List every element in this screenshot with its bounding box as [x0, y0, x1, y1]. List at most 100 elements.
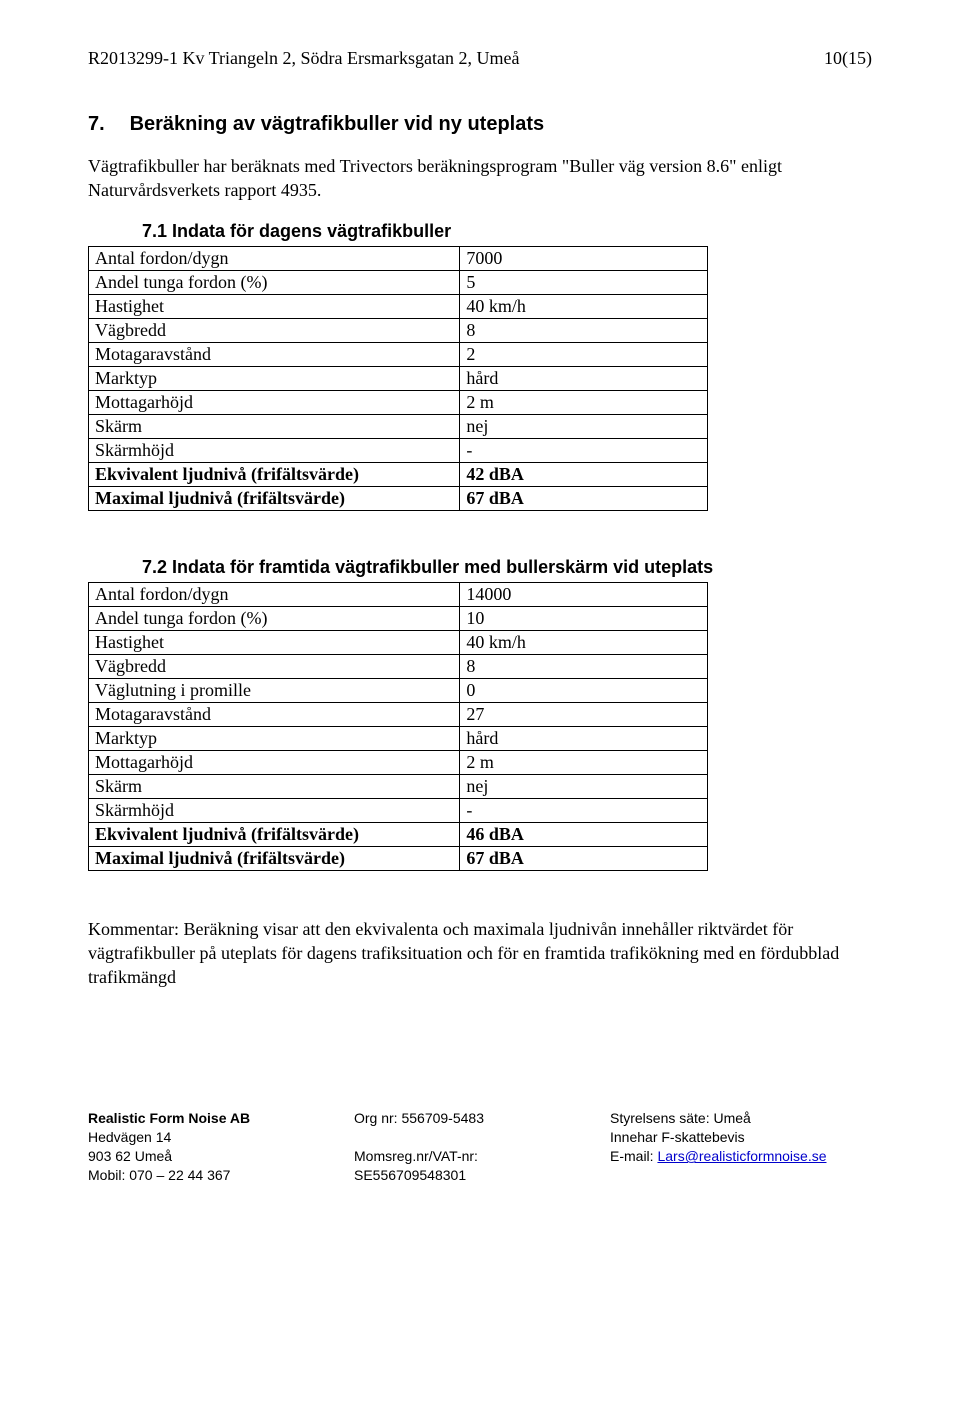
cell-label: Skärmhöjd	[89, 438, 460, 462]
table-row: Maximal ljudnivå (frifältsvärde)67 dBA	[89, 846, 708, 870]
footer-mobile: Mobil: 070 – 22 44 367	[88, 1166, 298, 1185]
cell-value: 42 dBA	[460, 462, 708, 486]
footer-col-contact: Styrelsens säte: Umeå Innehar F-skattebe…	[610, 1109, 827, 1185]
page-footer: Realistic Form Noise AB Hedvägen 14 903 …	[88, 1109, 872, 1185]
footer-email-line: E-mail: Lars@realisticformnoise.se	[610, 1147, 827, 1166]
footer-seat: Styrelsens säte: Umeå	[610, 1109, 827, 1128]
cell-value: 67 dBA	[460, 846, 708, 870]
cell-label: Vägbredd	[89, 654, 460, 678]
table-7-2: Antal fordon/dygn14000Andel tunga fordon…	[88, 582, 708, 871]
table-row: Väglutning i promille0	[89, 678, 708, 702]
footer-email-label: E-mail:	[610, 1148, 657, 1164]
footer-vat-label: Momsreg.nr/VAT-nr:	[354, 1147, 554, 1166]
cell-value: 10	[460, 606, 708, 630]
page-header: R2013299-1 Kv Triangeln 2, Södra Ersmark…	[88, 48, 872, 69]
cell-value: 5	[460, 270, 708, 294]
cell-value: 2	[460, 342, 708, 366]
cell-value: -	[460, 798, 708, 822]
cell-value: 7000	[460, 246, 708, 270]
table-row: Motagaravstånd2	[89, 342, 708, 366]
footer-company: Realistic Form Noise AB	[88, 1109, 298, 1128]
cell-value: 40 km/h	[460, 630, 708, 654]
footer-addr1: Hedvägen 14	[88, 1128, 298, 1147]
cell-label: Skärmhöjd	[89, 798, 460, 822]
cell-label: Andel tunga fordon (%)	[89, 606, 460, 630]
cell-label: Hastighet	[89, 630, 460, 654]
table-row: Hastighet40 km/h	[89, 630, 708, 654]
sub-7-2-number: 7.2	[142, 557, 167, 577]
footer-col-org: Org nr: 556709-5483 Momsreg.nr/VAT-nr: S…	[354, 1109, 554, 1185]
cell-value: 27	[460, 702, 708, 726]
cell-label: Mottagarhöjd	[89, 750, 460, 774]
footer-fskatt: Innehar F-skattebevis	[610, 1128, 827, 1147]
footer-vat: SE556709548301	[354, 1166, 554, 1185]
cell-label: Väglutning i promille	[89, 678, 460, 702]
cell-value: nej	[460, 774, 708, 798]
cell-label: Andel tunga fordon (%)	[89, 270, 460, 294]
doc-ref: R2013299-1 Kv Triangeln 2, Södra Ersmark…	[88, 48, 519, 69]
footer-org: Org nr: 556709-5483	[354, 1109, 554, 1128]
cell-label: Marktyp	[89, 366, 460, 390]
table-row: Maximal ljudnivå (frifältsvärde)67 dBA	[89, 486, 708, 510]
footer-addr2: 903 62 Umeå	[88, 1147, 298, 1166]
sub-7-2-heading: 7.2 Indata för framtida vägtrafikbuller …	[88, 557, 872, 578]
cell-label: Ekvivalent ljudnivå (frifältsvärde)	[89, 462, 460, 486]
cell-label: Antal fordon/dygn	[89, 246, 460, 270]
cell-value: 2 m	[460, 390, 708, 414]
cell-value: 40 km/h	[460, 294, 708, 318]
cell-value: 46 dBA	[460, 822, 708, 846]
footer-col-company: Realistic Form Noise AB Hedvägen 14 903 …	[88, 1109, 298, 1185]
table-7-1: Antal fordon/dygn7000Andel tunga fordon …	[88, 246, 708, 511]
table-row: Andel tunga fordon (%)10	[89, 606, 708, 630]
cell-label: Motagaravstånd	[89, 702, 460, 726]
table-row: Skärmhöjd-	[89, 438, 708, 462]
cell-value: 2 m	[460, 750, 708, 774]
table-row: Skärmnej	[89, 414, 708, 438]
section-7-title: Beräkning av vägtrafikbuller vid ny utep…	[130, 113, 545, 135]
cell-label: Hastighet	[89, 294, 460, 318]
table-row: Mottagarhöjd2 m	[89, 390, 708, 414]
cell-value: -	[460, 438, 708, 462]
cell-value: hård	[460, 726, 708, 750]
table-row: Ekvivalent ljudnivå (frifältsvärde)42 dB…	[89, 462, 708, 486]
table-row: Marktyphård	[89, 366, 708, 390]
cell-label: Skärm	[89, 774, 460, 798]
table-row: Motagaravstånd27	[89, 702, 708, 726]
table-row: Hastighet40 km/h	[89, 294, 708, 318]
cell-label: Vägbredd	[89, 318, 460, 342]
cell-value: nej	[460, 414, 708, 438]
table-row: Skärmhöjd-	[89, 798, 708, 822]
sub-7-1-number: 7.1	[142, 221, 167, 241]
table-row: Skärmnej	[89, 774, 708, 798]
cell-value: 14000	[460, 582, 708, 606]
cell-value: 67 dBA	[460, 486, 708, 510]
cell-label: Motagaravstånd	[89, 342, 460, 366]
table-row: Vägbredd8	[89, 318, 708, 342]
table-row: Marktyphård	[89, 726, 708, 750]
section-7-intro: Vägtrafikbuller har beräknats med Trivec…	[88, 154, 872, 203]
sub-7-1-title: Indata för dagens vägtrafikbuller	[172, 221, 451, 241]
table-row: Antal fordon/dygn14000	[89, 582, 708, 606]
table-row: Mottagarhöjd2 m	[89, 750, 708, 774]
cell-label: Mottagarhöjd	[89, 390, 460, 414]
sub-7-1-heading: 7.1 Indata för dagens vägtrafikbuller	[88, 221, 872, 242]
table-row: Vägbredd8	[89, 654, 708, 678]
table-row: Andel tunga fordon (%)5	[89, 270, 708, 294]
comment-paragraph: Kommentar: Beräkning visar att den ekviv…	[88, 917, 872, 990]
page-counter: 10(15)	[824, 48, 872, 69]
sub-7-2-title: Indata för framtida vägtrafikbuller med …	[172, 557, 713, 577]
footer-email-link[interactable]: Lars@realisticformnoise.se	[657, 1148, 826, 1164]
cell-value: 0	[460, 678, 708, 702]
cell-value: 8	[460, 318, 708, 342]
cell-label: Maximal ljudnivå (frifältsvärde)	[89, 846, 460, 870]
cell-label: Maximal ljudnivå (frifältsvärde)	[89, 486, 460, 510]
cell-value: hård	[460, 366, 708, 390]
section-7-number: 7.	[88, 113, 124, 136]
table-row: Antal fordon/dygn7000	[89, 246, 708, 270]
table-row: Ekvivalent ljudnivå (frifältsvärde)46 dB…	[89, 822, 708, 846]
cell-value: 8	[460, 654, 708, 678]
section-7-heading: 7. Beräkning av vägtrafikbuller vid ny u…	[88, 113, 872, 136]
cell-label: Antal fordon/dygn	[89, 582, 460, 606]
cell-label: Skärm	[89, 414, 460, 438]
cell-label: Marktyp	[89, 726, 460, 750]
